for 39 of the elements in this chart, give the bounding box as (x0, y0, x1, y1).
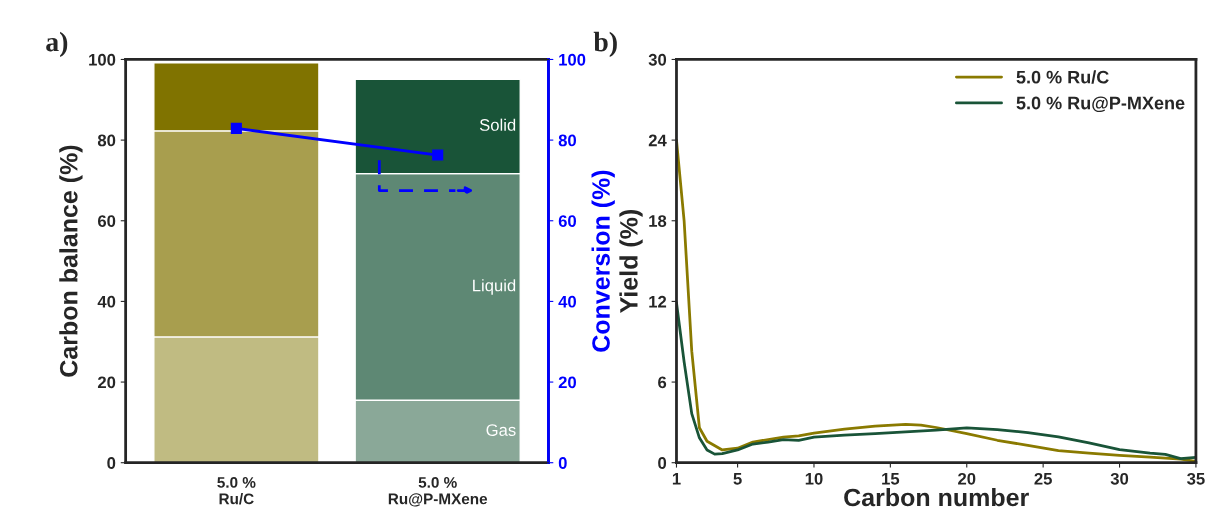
y-tick-label: 6 (658, 376, 667, 389)
y-tick-label: 40 (97, 295, 116, 308)
y-tick-label: 20 (97, 376, 116, 389)
y2-tick-label: 100 (559, 53, 586, 66)
x-tick-label: 30 (1110, 472, 1129, 485)
y-axis-title: Yield (%) (619, 210, 643, 313)
y2-tick-label: 0 (558, 457, 567, 469)
y-axis-title: Carbon balance (%) (59, 145, 83, 377)
y-tick-label: 0 (107, 457, 116, 469)
y-tick-label: 12 (649, 295, 667, 308)
x-tick-label: 1 (672, 473, 681, 485)
y-tick-label: 80 (97, 134, 116, 147)
x-tick-label: 25 (1034, 472, 1052, 485)
y2-tick-label: 20 (558, 376, 577, 389)
x-axis-title: Carbon number (844, 487, 1029, 507)
y-tick-label: 30 (648, 53, 667, 66)
y-tick-label: 0 (658, 457, 667, 469)
x-tick-label: 20 (958, 472, 976, 485)
y2-axis-title: Conversion (%) (591, 170, 615, 352)
x-tick-label: 15 (882, 473, 900, 485)
chart-title: a) (46, 31, 68, 58)
y-tick-label: 18 (649, 215, 667, 227)
legend-label: 5.0 % Ru/C (1016, 70, 1109, 84)
y2-tick-label: 80 (558, 134, 577, 147)
series-label: Solid (479, 118, 516, 131)
x-tick-label: 35 (1187, 472, 1205, 485)
x-tick-label: 5.0 % Ru@P-MXene (388, 477, 488, 507)
x-tick-label: 5 (733, 473, 742, 485)
y-tick-label: 60 (97, 215, 116, 227)
x-tick-label: 10 (805, 472, 823, 485)
series-label: Gas (486, 424, 516, 436)
y2-tick-label: 40 (558, 295, 577, 308)
chart-title: b) (593, 31, 617, 58)
x-tick-label: 5.0 % Ru/C (217, 477, 256, 505)
y-tick-label: 100 (89, 53, 116, 66)
series-label: Liquid (473, 279, 516, 295)
y2-tick-label: 60 (558, 215, 577, 227)
y-tick-label: 24 (648, 134, 667, 147)
legend-label: 5.0 % Ru@P-MXene (1016, 96, 1185, 113)
